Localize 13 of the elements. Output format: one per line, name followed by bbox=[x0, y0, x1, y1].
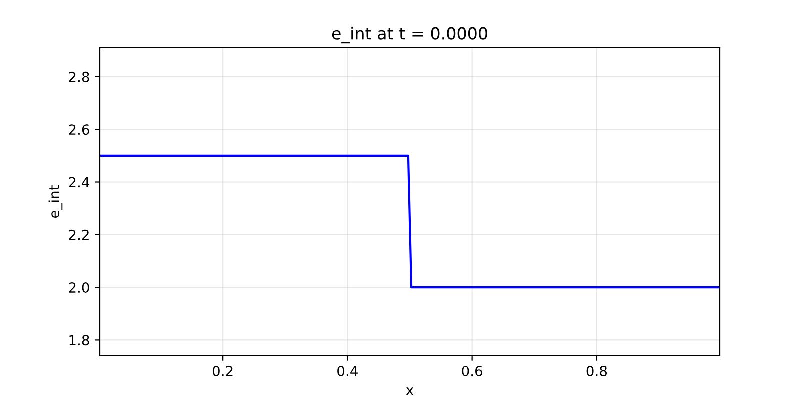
x-tick-label: 0.8 bbox=[586, 366, 608, 376]
x-tick-label: 0.2 bbox=[212, 366, 233, 376]
y-tick-label: 1.8 bbox=[70, 335, 90, 346]
x-tick-label: 0.4 bbox=[338, 366, 358, 376]
y-tick-label: 2.0 bbox=[69, 282, 90, 294]
y-axis-title: e_int bbox=[48, 186, 63, 218]
x-axis-title: x bbox=[406, 388, 414, 396]
y-tick-label: 2.2 bbox=[69, 230, 89, 240]
x-tick-label: 0.6 bbox=[462, 366, 482, 376]
y-tick-label: 2.6 bbox=[69, 124, 90, 136]
chart-title: e_int at t = 0.0000 bbox=[332, 27, 488, 44]
y-tick-label: 2.4 bbox=[69, 177, 90, 188]
y-tick-label: 2.8 bbox=[69, 72, 90, 82]
